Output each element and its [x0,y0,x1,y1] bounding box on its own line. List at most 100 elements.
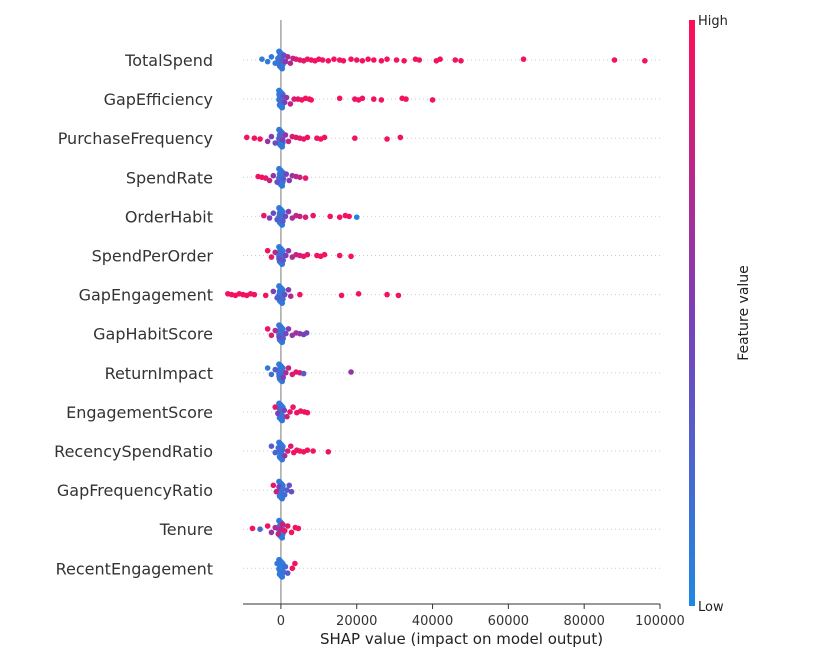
feature-label: PurchaseFrequency [58,129,213,148]
shap-point [280,218,286,224]
shap-point [297,213,303,220]
shap-point [325,58,332,64]
shap-point [278,251,284,257]
shap-point [378,97,385,103]
feature-rows: TotalSpend GapEfficiency PurchaseFrequency… [54,51,660,578]
shap-point [266,215,273,221]
shap-point [280,137,286,143]
shap-point [378,58,385,64]
x-tick-label: 40000 [412,614,453,629]
shap-point [277,212,283,218]
shap-point [284,570,291,576]
shap-point [279,534,286,541]
shap-point [346,213,352,220]
shap-point [280,374,286,381]
shap-point [288,529,295,536]
shap-point [284,448,291,454]
shap-point [321,134,328,141]
shap-points [225,48,648,580]
shap-point [279,143,286,150]
shap-point [283,94,290,101]
shap-point [272,327,279,334]
shap-point [370,96,377,102]
feature-label: GapHabitScore [93,325,213,344]
shap-point [288,488,295,495]
shap-point [401,58,407,64]
shap-point [264,523,271,529]
shap-point [272,249,279,256]
shap-point [283,171,290,177]
shap-point [327,213,333,220]
shap-point [319,57,326,63]
shap-point [264,326,271,332]
shap-point [348,253,354,260]
shap-point [611,57,618,63]
shap-point [393,57,400,63]
shap-point [359,58,366,64]
shap-point [274,295,280,301]
shap-point [338,292,345,299]
shap-point [340,58,347,64]
shap-point [273,488,280,495]
shap-point [303,330,310,336]
x-tick-label: 0 [277,614,285,629]
shap-point [304,134,311,141]
shap-point [257,136,263,142]
shap-point [282,213,289,220]
shap-point [272,404,279,410]
shap-point [259,56,265,62]
shap-point [261,212,267,219]
shap-point [286,482,293,489]
shap-point [268,443,275,450]
feature-label: TotalSpend [124,51,213,70]
shap-point [292,560,298,567]
shap-point [295,525,302,532]
shap-point [284,487,290,493]
shap-point [331,56,337,62]
shap-point [287,293,294,300]
shap-point [297,174,303,181]
x-tick-label: 20000 [336,614,377,629]
shap-point [284,523,291,529]
shap-point [266,177,273,184]
shap-point [429,97,436,103]
shap-point [355,291,362,297]
shap-point [287,60,294,66]
shap-point [279,446,286,453]
shap-point [268,133,275,140]
shap-point [272,449,279,456]
shap-point [251,291,258,298]
shap-point [264,138,271,145]
shap-point [302,175,309,181]
shap-point [278,169,285,176]
shap-point [416,57,423,63]
shap-point [285,365,292,371]
shap-point [353,214,360,220]
shap-point [384,136,390,142]
shap-point [274,216,280,223]
shap-point [281,99,288,106]
shap-point [642,58,648,64]
x-axis-title: SHAP value (impact on model output) [320,630,603,648]
shap-point [272,524,279,531]
shap-point [272,366,279,373]
feature-label: RecentEngagement [56,559,213,578]
shap-point [268,371,275,378]
shap-point [281,453,288,459]
shap-point [284,54,291,60]
shap-point [336,252,343,259]
shap-point [287,409,293,415]
shap-point [279,182,286,189]
shap-point [285,326,292,332]
shap-point [365,56,371,62]
shap-point [268,332,275,339]
shap-point [270,172,277,179]
shap-point [277,62,283,68]
shap-point [325,449,332,455]
shap-point [270,288,277,295]
shap-point [268,529,275,536]
shap-point [281,528,288,534]
feature-label: GapEngagement [79,286,213,305]
shap-point [262,292,269,299]
shap-point [297,291,303,298]
